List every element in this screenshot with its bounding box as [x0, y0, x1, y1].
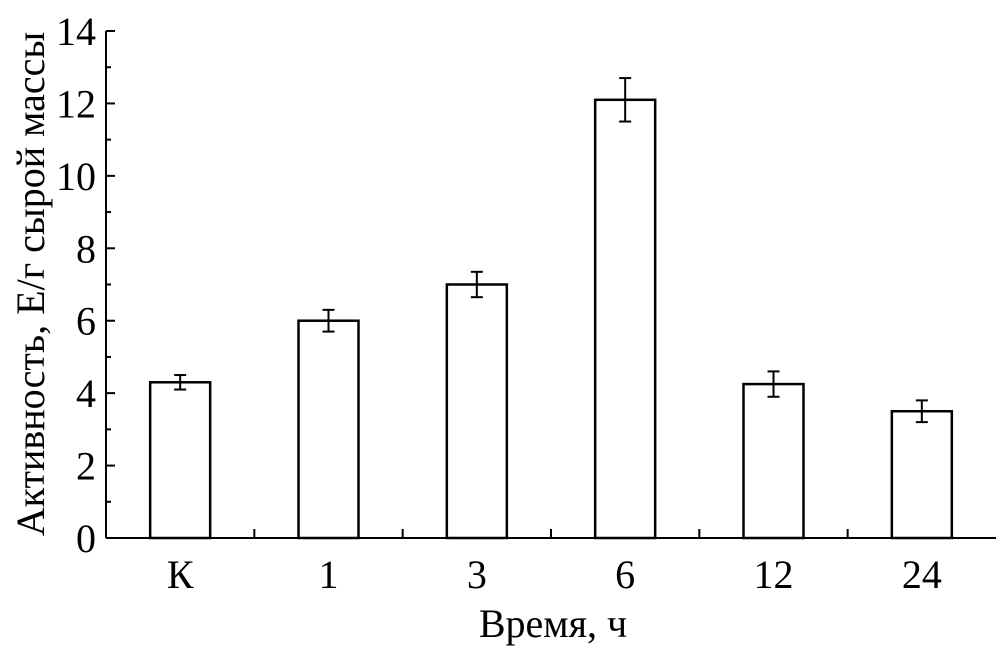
x-tick-label: 1 [319, 552, 339, 597]
x-tick-label: 3 [467, 552, 487, 597]
bar [593, 98, 657, 540]
y-tick-label: 2 [76, 444, 96, 489]
x-axis-title: Время, ч [479, 601, 627, 646]
x-tick-label: К [167, 552, 194, 597]
x-tick-label: 12 [754, 552, 794, 597]
x-tick-label: 24 [902, 552, 942, 597]
y-tick-label: 6 [76, 299, 96, 344]
bar [297, 319, 360, 540]
y-tick-label: 14 [56, 9, 96, 54]
bar [890, 410, 954, 540]
y-tick-label: 10 [56, 154, 96, 199]
bar [445, 283, 509, 540]
y-tick-label: 12 [56, 81, 96, 126]
bar [742, 382, 805, 540]
y-tick-label: 0 [76, 516, 96, 561]
y-axis-title: Активность, Е/г сырой массы [8, 32, 53, 537]
y-tick-label: 4 [76, 371, 96, 416]
bar [148, 381, 212, 540]
y-tick-label: 8 [76, 226, 96, 271]
x-tick-label: 6 [615, 552, 635, 597]
